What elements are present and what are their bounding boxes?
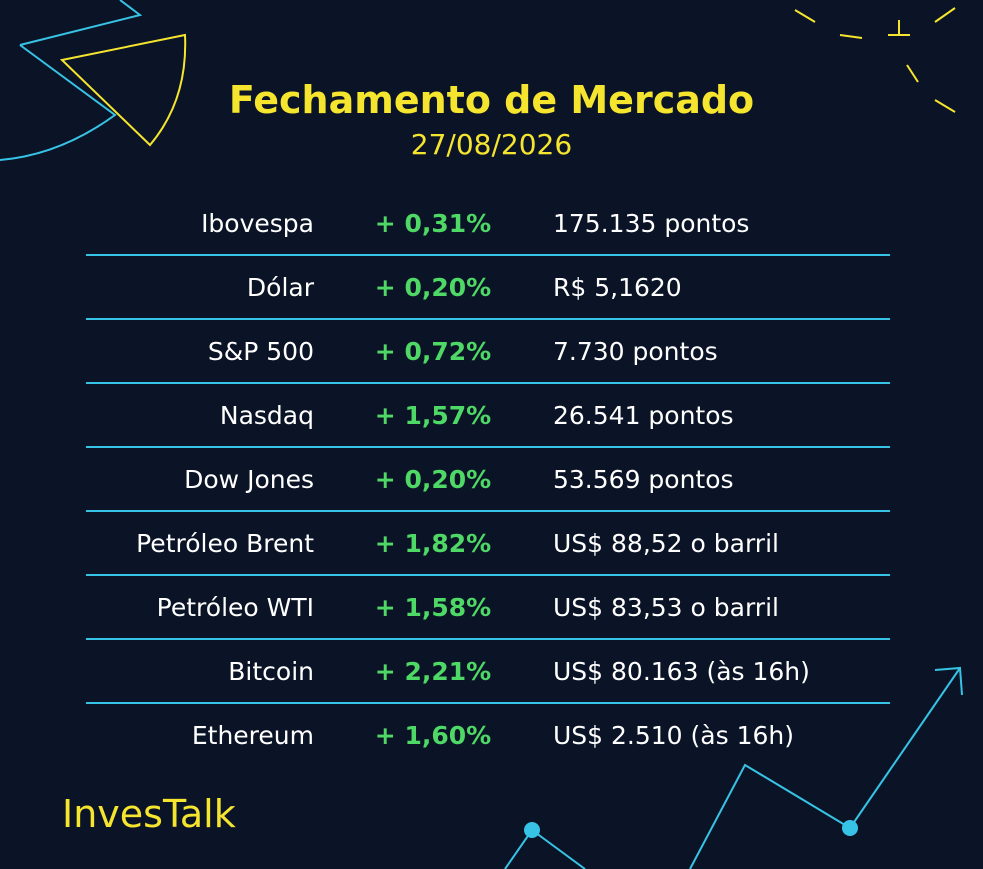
table-row: Dow Jones + 0,20% 53.569 pontos [86, 448, 890, 512]
change: + 1,82% [374, 529, 492, 558]
table-row: Petróleo WTI + 1,58% US$ 83,53 o barril [86, 576, 890, 640]
asset-name: S&P 500 [207, 337, 314, 366]
change: + 0,20% [374, 465, 492, 494]
change: + 1,58% [374, 593, 492, 622]
table-row: Dólar + 0,20% R$ 5,1620 [86, 256, 890, 320]
change: + 0,20% [374, 273, 492, 302]
row-divider [86, 254, 890, 256]
quote: R$ 5,1620 [553, 273, 682, 302]
asset-name: Ibovespa [201, 209, 314, 238]
change: + 0,72% [374, 337, 492, 366]
quote: US$ 88,52 o barril [553, 529, 779, 558]
asset-name: Dow Jones [184, 465, 314, 494]
asset-name: Petróleo WTI [156, 593, 314, 622]
quote: 53.569 pontos [553, 465, 734, 494]
asset-name: Nasdaq [219, 401, 314, 430]
row-divider [86, 638, 890, 640]
title: Fechamento de Mercado [228, 78, 755, 122]
quote: US$ 2.510 (às 16h) [553, 721, 794, 750]
table-row: Ibovespa + 0,31% 175.135 pontos [86, 192, 890, 256]
quote: US$ 83,53 o barril [553, 593, 779, 622]
row-divider [86, 574, 890, 576]
date: 27/08/2026 [410, 128, 573, 161]
table-row: Ethereum + 1,60% US$ 2.510 (às 16h) [86, 704, 890, 768]
row-divider [86, 382, 890, 384]
quote: 26.541 pontos [553, 401, 734, 430]
row-divider [86, 446, 890, 448]
change: + 2,21% [374, 657, 492, 686]
quote: 175.135 pontos [553, 209, 750, 238]
row-divider [86, 318, 890, 320]
asset-name: Ethereum [191, 721, 314, 750]
change: + 0,31% [374, 209, 492, 238]
table-row: Nasdaq + 1,57% 26.541 pontos [86, 384, 890, 448]
table-row: S&P 500 + 0,72% 7.730 pontos [86, 320, 890, 384]
asset-name: Bitcoin [228, 657, 314, 686]
change: + 1,57% [374, 401, 492, 430]
quote: US$ 80.163 (às 16h) [553, 657, 810, 686]
brand: InvesTalk [62, 792, 236, 836]
table-row: Bitcoin + 2,21% US$ 80.163 (às 16h) [86, 640, 890, 704]
asset-name: Petróleo Brent [136, 529, 314, 558]
quote: 7.730 pontos [553, 337, 718, 366]
table-row: Petróleo Brent + 1,82% US$ 88,52 o barril [86, 512, 890, 576]
row-divider [86, 510, 890, 512]
row-divider [86, 702, 890, 704]
change: + 1,60% [374, 721, 492, 750]
asset-name: Dólar [246, 273, 314, 302]
